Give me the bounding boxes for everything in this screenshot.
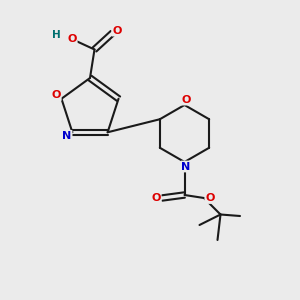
Text: H: H	[52, 30, 61, 40]
Text: O: O	[51, 90, 61, 100]
Text: O: O	[205, 193, 215, 203]
Text: O: O	[112, 26, 122, 36]
Text: N: N	[62, 131, 72, 141]
Text: O: O	[151, 193, 161, 203]
Text: N: N	[182, 161, 190, 172]
Text: O: O	[181, 94, 191, 105]
Text: O: O	[67, 34, 77, 44]
